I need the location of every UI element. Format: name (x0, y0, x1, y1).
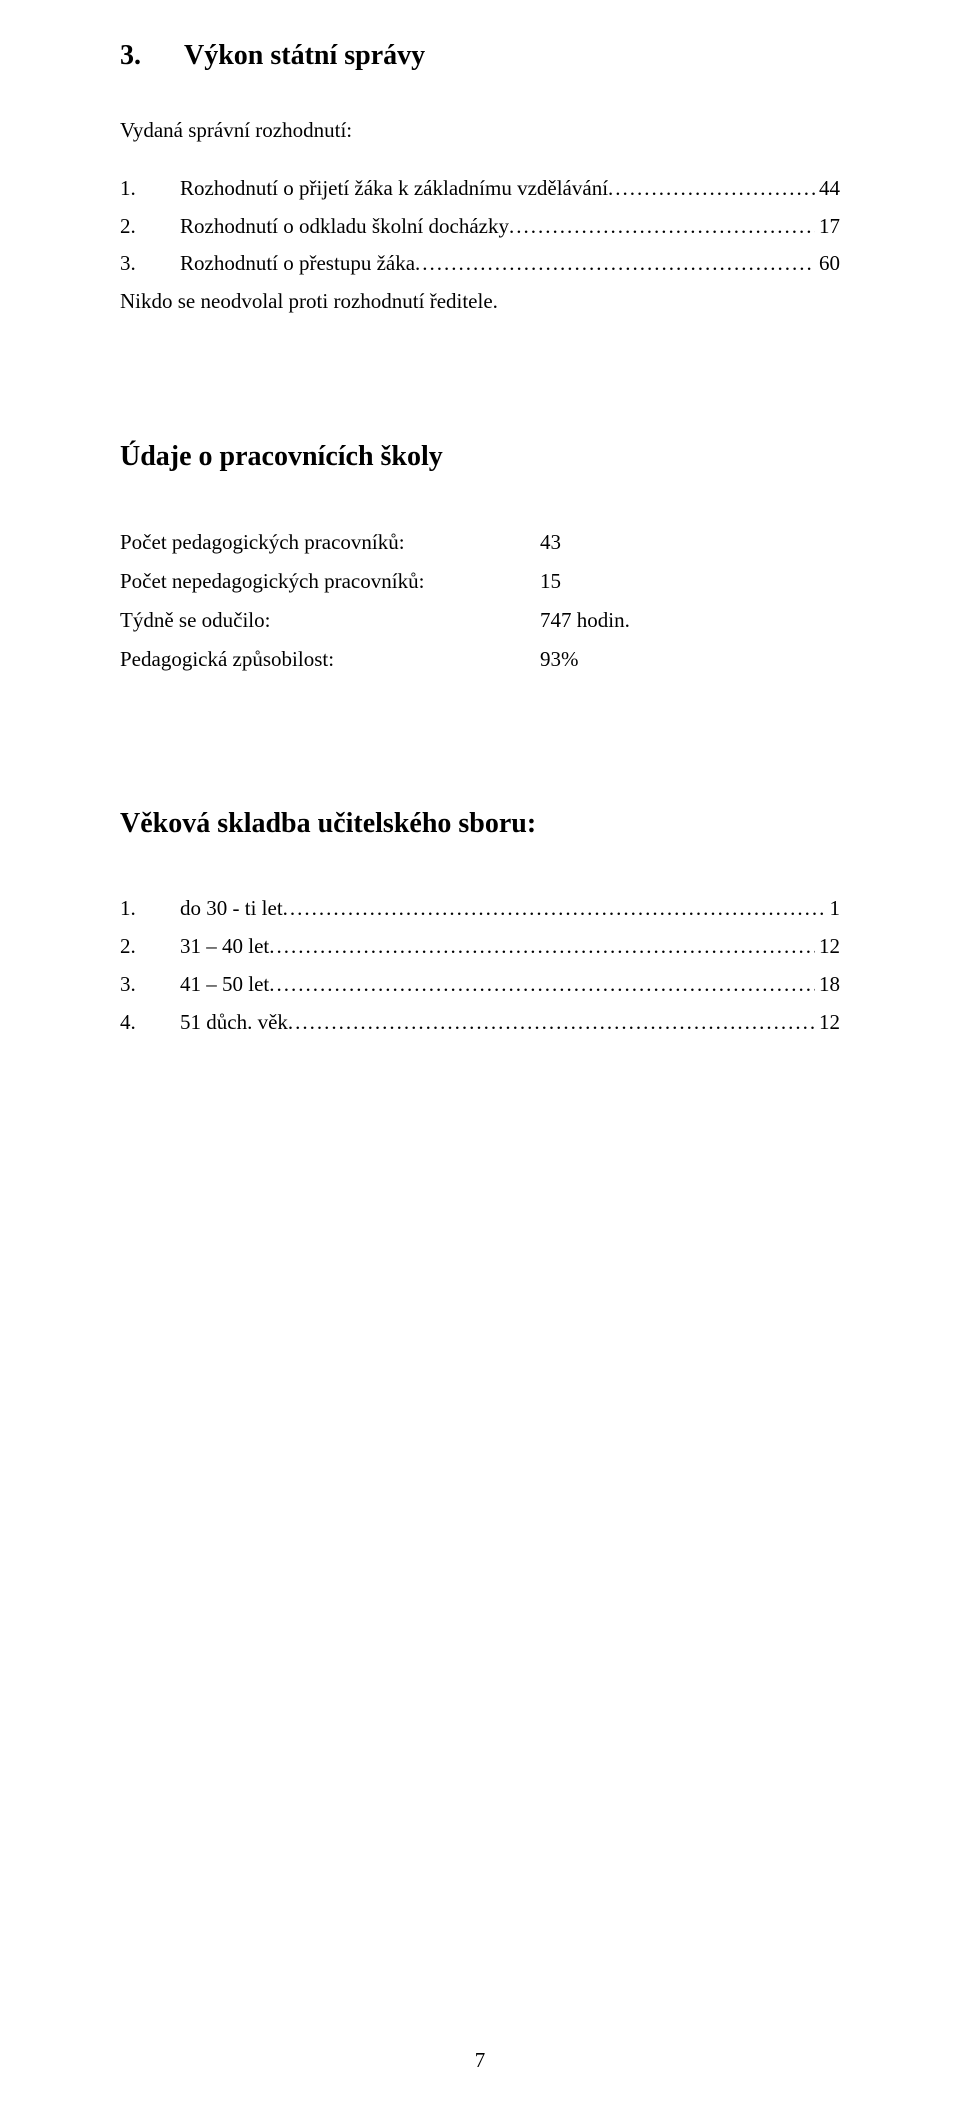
age-heading: Věková skladba učitelského sboru: (120, 808, 840, 840)
item-value: 1 (826, 890, 841, 928)
staff-heading: Údaje o pracovnících školy (120, 441, 840, 473)
section-title: Výkon státní správy (184, 40, 425, 72)
leader-dots: ........................................… (283, 890, 826, 928)
item-number: 2. (120, 928, 180, 966)
row-label: Týdně se odučilo: (120, 601, 540, 640)
table-row: Počet pedagogických pracovníků: 43 (120, 523, 840, 562)
table-row: Počet nepedagogických pracovníků: 15 (120, 562, 840, 601)
after-decisions-paragraph: Nikdo se neodvolal proti rozhodnutí ředi… (120, 283, 840, 321)
item-value: 60 (815, 245, 840, 283)
leader-dots: ........................................… (269, 966, 815, 1004)
item-value: 12 (815, 1004, 840, 1042)
page-number: 7 (475, 2048, 486, 2073)
spacer (120, 768, 840, 808)
list-item: 1. do 30 - ti let ......................… (120, 890, 840, 928)
spacer (120, 401, 840, 441)
item-text: 41 – 50 let (180, 966, 269, 1004)
row-value: 93% (540, 640, 579, 679)
item-value: 18 (815, 966, 840, 1004)
leader-dots: ........................................… (288, 1004, 815, 1042)
item-number: 3. (120, 245, 180, 283)
row-value: 747 hodin. (540, 601, 630, 640)
decisions-list: 1. Rozhodnutí o přijetí žáka k základním… (120, 170, 840, 283)
age-list: 1. do 30 - ti let ......................… (120, 890, 840, 1041)
table-row: Pedagogická způsobilost: 93% (120, 640, 840, 679)
item-text: Rozhodnutí o odkladu školní docházky (180, 208, 509, 246)
item-text: 51 důch. věk (180, 1004, 288, 1042)
list-item: 1. Rozhodnutí o přijetí žáka k základním… (120, 170, 840, 208)
staff-table: Počet pedagogických pracovníků: 43 Počet… (120, 523, 840, 678)
item-value: 17 (815, 208, 840, 246)
item-number: 1. (120, 890, 180, 928)
list-item: 2. Rozhodnutí o odkladu školní docházky … (120, 208, 840, 246)
item-text: Rozhodnutí o přijetí žáka k základnímu v… (180, 170, 608, 208)
list-item: 2. 31 – 40 let .........................… (120, 928, 840, 966)
item-text: do 30 - ti let (180, 890, 283, 928)
list-item: 4. 51 důch. věk ........................… (120, 1004, 840, 1042)
leader-dots: ........................................… (269, 928, 815, 966)
item-value: 12 (815, 928, 840, 966)
row-value: 43 (540, 523, 561, 562)
row-value: 15 (540, 562, 561, 601)
leader-dots: ........................................… (509, 208, 815, 246)
list-item: 3. 41 – 50 let .........................… (120, 966, 840, 1004)
leader-dots: ........................................… (608, 170, 815, 208)
item-value: 44 (815, 170, 840, 208)
section-number: 3. (120, 40, 180, 72)
item-number: 3. (120, 966, 180, 1004)
list-item: 3. Rozhodnutí o přestupu žáka ..........… (120, 245, 840, 283)
table-row: Týdně se odučilo: 747 hodin. (120, 601, 840, 640)
intro-paragraph: Vydaná správní rozhodnutí: (120, 112, 840, 150)
row-label: Pedagogická způsobilost: (120, 640, 540, 679)
row-label: Počet nepedagogických pracovníků: (120, 562, 540, 601)
document-page: 3. Výkon státní správy Vydaná správní ro… (0, 0, 960, 2113)
item-text: Rozhodnutí o přestupu žáka (180, 245, 415, 283)
item-number: 4. (120, 1004, 180, 1042)
section-heading: 3. Výkon státní správy (120, 40, 840, 72)
row-label: Počet pedagogických pracovníků: (120, 523, 540, 562)
item-number: 2. (120, 208, 180, 246)
item-text: 31 – 40 let (180, 928, 269, 966)
leader-dots: ........................................… (415, 245, 815, 283)
item-number: 1. (120, 170, 180, 208)
